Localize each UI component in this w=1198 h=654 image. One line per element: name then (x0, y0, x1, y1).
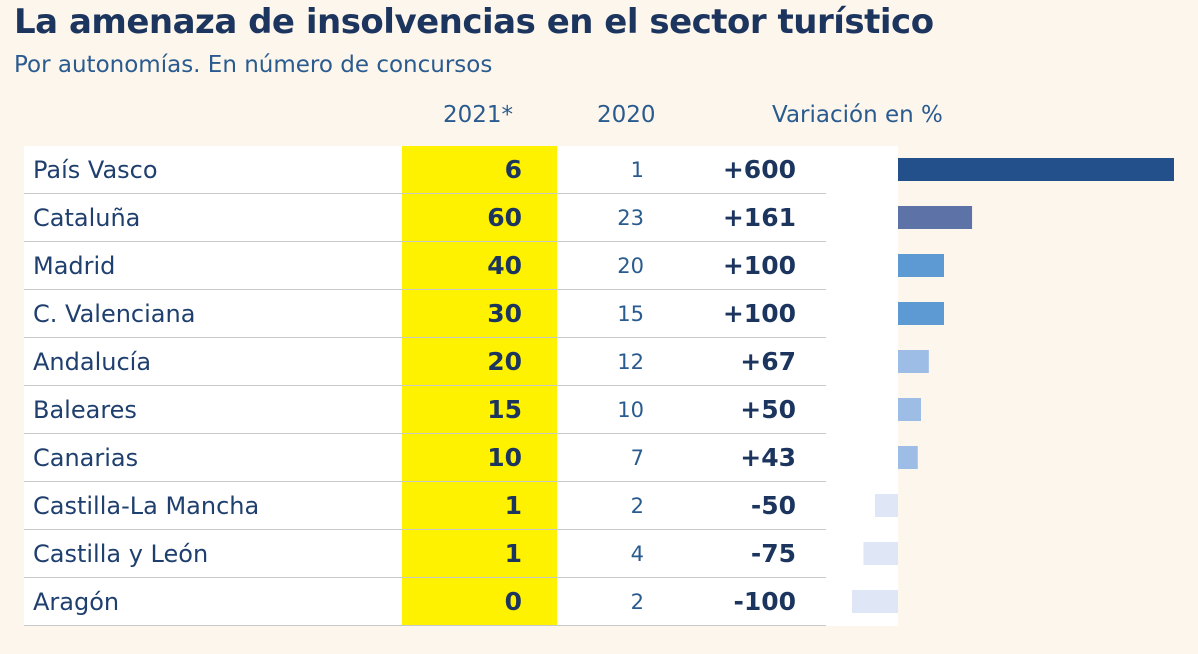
variation-bar (898, 302, 944, 325)
value-2021: 10 (487, 443, 522, 472)
value-2020: 1 (630, 158, 644, 182)
region-label: Andalucía (33, 348, 152, 376)
table-row: País Vasco 6 1 +600 (24, 146, 826, 194)
value-2021: 30 (487, 299, 522, 328)
variation-bar (898, 350, 929, 373)
column-header-2021: 2021* (443, 102, 514, 128)
variation-label: -50 (750, 491, 796, 520)
value-2021: 0 (504, 587, 522, 616)
table-row: Castilla y León 1 4 -75 (24, 530, 826, 578)
chart-subtitle: Por autonomías. En número de concursos (14, 52, 493, 78)
table-row: Aragón 0 2 -100 (24, 578, 826, 626)
region-label: C. Valenciana (33, 300, 196, 328)
variation-bar (898, 158, 1174, 181)
variation-bar (898, 254, 944, 277)
value-2020: 12 (617, 350, 644, 374)
value-2021: 6 (504, 155, 522, 184)
variation-label: +100 (722, 299, 796, 328)
table-row: Cataluña 60 23 +161 (24, 194, 826, 242)
value-2020: 2 (630, 494, 644, 518)
region-label: Canarias (33, 444, 139, 472)
value-2021: 40 (487, 251, 522, 280)
region-label: Baleares (33, 396, 137, 424)
variation-label: +161 (722, 203, 796, 232)
variation-label: +67 (740, 347, 796, 376)
region-label: Castilla y León (33, 540, 209, 568)
value-2020: 10 (617, 398, 644, 422)
value-2021: 15 (487, 395, 522, 424)
value-2020: 2 (630, 590, 644, 614)
table-row: Andalucía 20 12 +67 (24, 338, 826, 386)
variation-bar (898, 446, 918, 469)
variation-bar (898, 398, 921, 421)
value-2020: 23 (617, 206, 644, 230)
variation-label: -100 (733, 587, 796, 616)
value-2021: 1 (504, 539, 522, 568)
column-header-variation: Variación en % (772, 102, 943, 128)
value-2021: 1 (504, 491, 522, 520)
table-row: Madrid 40 20 +100 (24, 242, 826, 290)
variation-label: +50 (740, 395, 796, 424)
variation-bar (875, 494, 898, 517)
value-2020: 4 (630, 542, 644, 566)
value-2021: 20 (487, 347, 522, 376)
variation-bar (863, 542, 898, 565)
variation-bar (898, 206, 973, 229)
region-label: Madrid (33, 252, 116, 280)
highlight-column-2021 (402, 146, 557, 626)
value-2021: 60 (487, 203, 522, 232)
variation-label: +100 (722, 251, 796, 280)
value-2020: 7 (630, 446, 644, 470)
variation-label: -75 (750, 539, 796, 568)
region-label: País Vasco (33, 156, 158, 184)
column-header-2020: 2020 (597, 102, 656, 128)
variation-bar (852, 590, 898, 613)
table-row: Canarias 10 7 +43 (24, 434, 826, 482)
value-2020: 15 (617, 302, 644, 326)
region-label: Cataluña (33, 204, 141, 232)
variation-label: +43 (740, 443, 796, 472)
chart-title: La amenaza de insolvencias en el sector … (14, 2, 934, 42)
region-label: Castilla-La Mancha (33, 492, 260, 520)
table-row: C. Valenciana 30 15 +100 (24, 290, 826, 338)
variation-label: +600 (722, 155, 796, 184)
region-label: Aragón (33, 588, 120, 616)
table-row: Baleares 15 10 +50 (24, 386, 826, 434)
table-row: Castilla-La Mancha 1 2 -50 (24, 482, 826, 530)
value-2020: 20 (617, 254, 644, 278)
